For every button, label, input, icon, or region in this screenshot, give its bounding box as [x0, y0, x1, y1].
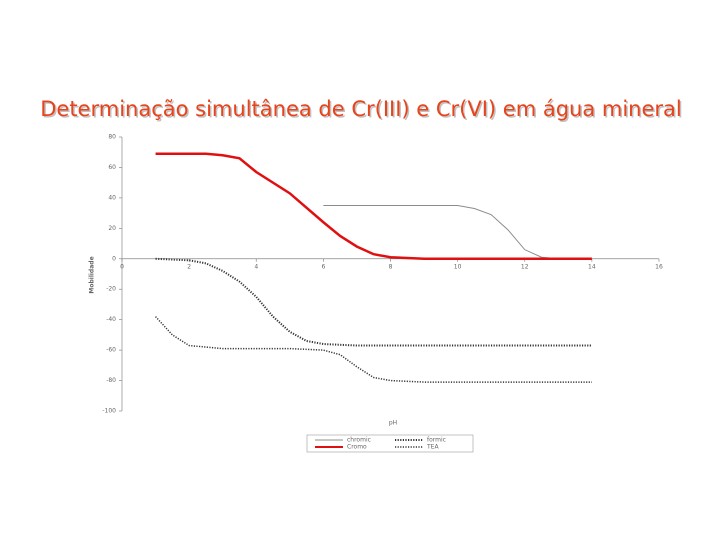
- x-tick-label: 8: [389, 263, 393, 270]
- legend-label: chromic: [347, 437, 371, 444]
- y-tick-label: 80: [108, 134, 116, 141]
- legend-label: Cromo: [347, 444, 367, 451]
- legend-box: [306, 434, 474, 453]
- y-tick-label: 0: [112, 255, 116, 262]
- y-tick-label: 40: [108, 194, 116, 201]
- y-tick-label: -60: [106, 347, 116, 354]
- y-tick-label: -100: [102, 408, 116, 415]
- chart-title: Determinação simultânea de Cr(III) e Cr(…: [40, 97, 682, 121]
- x-tick-label: 12: [521, 263, 529, 270]
- x-tick-label: 0: [120, 263, 124, 270]
- legend-label: TEA: [426, 444, 439, 451]
- y-axis-label: Mobilidade: [89, 256, 96, 293]
- series-line: [155, 316, 592, 383]
- title-shadow: Determinação simultânea de Cr(III) e Cr(…: [42, 99, 684, 123]
- series-line: [155, 152, 592, 261]
- x-tick-label: 16: [655, 263, 663, 270]
- series-line: [155, 257, 592, 347]
- x-tick-label: 10: [454, 263, 462, 270]
- x-axis-label: pH: [389, 420, 397, 427]
- y-tick-label: -80: [106, 377, 116, 384]
- x-tick-label: 2: [187, 263, 191, 270]
- y-tick-label: 60: [108, 164, 116, 171]
- legend-label: formic: [427, 437, 446, 444]
- y-tick-label: -20: [106, 286, 116, 293]
- x-tick-label: 14: [588, 263, 596, 270]
- x-tick-label: 6: [321, 263, 325, 270]
- y-tick-label: -40: [106, 316, 116, 323]
- x-tick-label: 4: [254, 263, 258, 270]
- y-tick-label: 20: [108, 225, 116, 232]
